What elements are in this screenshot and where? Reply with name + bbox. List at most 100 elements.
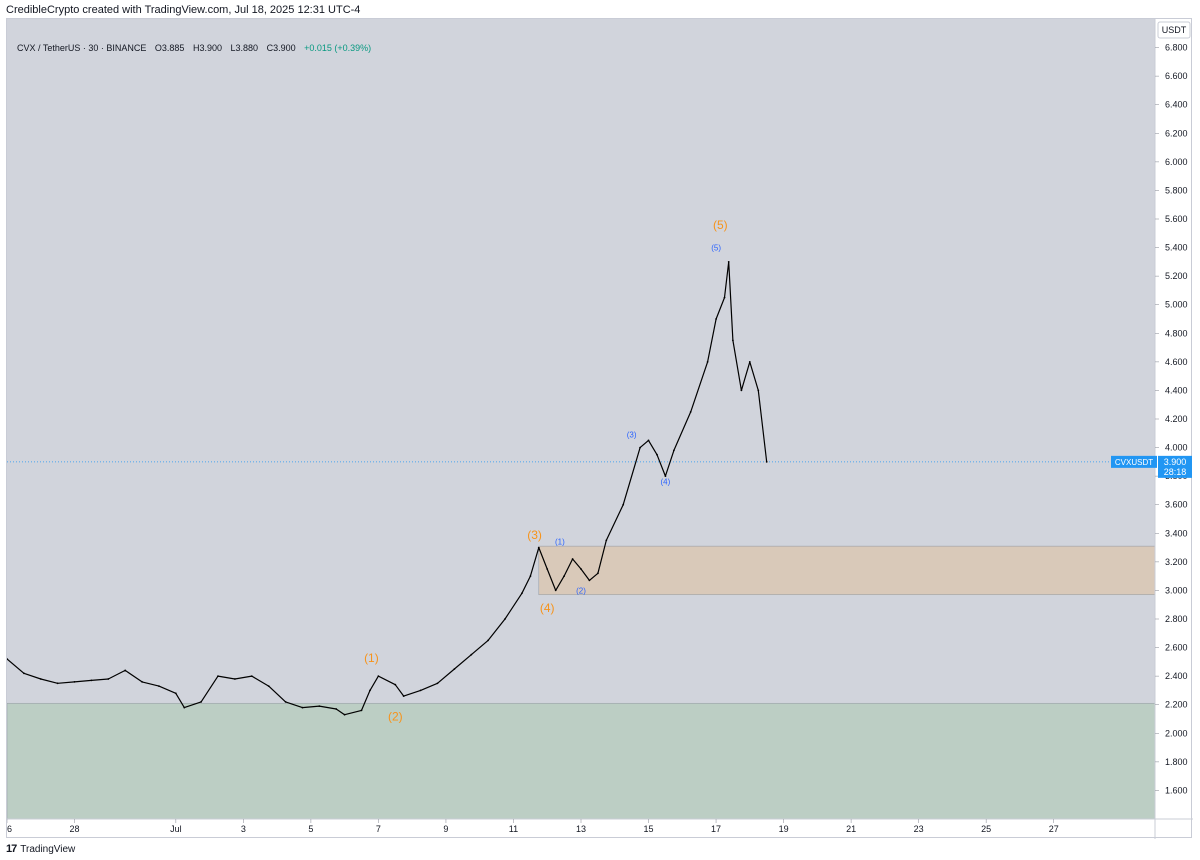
wave-labels: (1) (2) (3) (4) (5) (1) (2) (3) (4) (5): [364, 218, 728, 723]
price-point: [73, 681, 76, 683]
price-point: [318, 705, 321, 707]
price-tick-label: 5.200: [1165, 271, 1188, 281]
price-tag-box: [1158, 455, 1192, 478]
time-tick-label: 25: [981, 824, 991, 834]
legend-close-label: C: [266, 43, 274, 53]
price-point: [174, 692, 177, 695]
price-point: [377, 675, 380, 677]
price-point: [656, 453, 658, 456]
legend-open-label: O: [154, 43, 162, 53]
price-tag-countdown: 28:18: [1164, 467, 1187, 477]
symbol-tag-box: [1111, 455, 1157, 468]
chart-credit: CredibleCrypto created with TradingView.…: [6, 4, 361, 16]
wave-label-minor: (3): [627, 431, 637, 440]
price-point: [335, 708, 338, 710]
green-support-zone: [7, 702, 1156, 820]
time-tick-label: 15: [644, 824, 654, 834]
price-point: [689, 411, 692, 413]
price-point: [727, 261, 730, 263]
price-point: [124, 669, 127, 672]
price-point: [706, 361, 709, 363]
price-scale[interactable]: 6.800 6.600 6.400 6.200 6.000 5.800 5.600 5.400…: [1155, 43, 1188, 796]
price-point: [343, 713, 346, 716]
price-point: [605, 539, 608, 542]
price-tick-label: 6.600: [1165, 71, 1188, 81]
legend-change: +0.015 (+0.39%): [304, 43, 372, 53]
price-point: [563, 575, 565, 577]
price-point: [639, 446, 641, 449]
price-point: [23, 672, 25, 675]
currency-label: USDT: [1162, 25, 1187, 35]
price-point: [597, 572, 599, 575]
currency-badge[interactable]: USDT: [1157, 21, 1191, 39]
price-point: [622, 503, 625, 506]
wave-label-minor: (4): [661, 478, 671, 487]
legend-open: 3.885: [161, 43, 185, 53]
price-point: [521, 592, 523, 595]
price-point: [419, 689, 422, 692]
time-tick-label: Jul: [170, 824, 182, 834]
tradingview-logo-icon: 17: [6, 843, 17, 855]
price-point: [250, 675, 253, 677]
price-tick-label: 6.400: [1165, 100, 1188, 110]
price-point: [470, 653, 473, 656]
price-tick-label: 4.800: [1165, 328, 1188, 338]
price-tag-value: 3.900: [1164, 457, 1187, 467]
price-tick-label: 2.600: [1165, 643, 1188, 653]
price-point: [217, 675, 219, 677]
price-point: [107, 678, 110, 680]
wave-label-minor: (2): [576, 586, 586, 595]
wave-label-major: (5): [713, 218, 728, 232]
price-point: [537, 546, 540, 549]
price-point: [504, 618, 506, 620]
price-point: [673, 449, 675, 452]
price-point: [757, 389, 760, 392]
time-scale[interactable]: 26 28 Jul 3 5 7 9 11 13 15 17 19 21 23 25 27: [7, 819, 1059, 834]
price-point: [267, 685, 270, 687]
time-tick-label: 27: [1049, 824, 1059, 834]
chart-frame[interactable]: (1) (2) (3) (4) (5) (1) (2) (3) (4) (5) 6.800 6.60…: [6, 18, 1193, 839]
time-tick-label: 26: [7, 824, 12, 834]
price-point: [39, 678, 42, 680]
price-tag: CVXUSDT 3.900 28:18: [1111, 455, 1192, 478]
price-point: [732, 339, 734, 342]
price-point: [765, 461, 768, 463]
time-tick-label: 3: [241, 824, 246, 834]
legend-low-label: L: [230, 43, 236, 53]
price-tick-label: 6.000: [1165, 157, 1188, 167]
orange-support-zone: [538, 545, 1156, 596]
price-point: [748, 361, 751, 363]
price-point: [588, 579, 591, 582]
price-point: [360, 709, 363, 712]
price-tick-label: 4.000: [1165, 443, 1188, 453]
legend-high-label: H: [192, 43, 200, 53]
wave-label-major: (3): [527, 528, 542, 542]
wave-label-minor: (1): [555, 538, 565, 547]
price-chart[interactable]: (1) (2) (3) (4) (5) (1) (2) (3) (4) (5) 6.800 6.60…: [7, 19, 1193, 839]
price-point: [158, 685, 160, 687]
price-point: [487, 639, 489, 642]
time-tick-label: 13: [576, 824, 586, 834]
time-tick-label: 23: [914, 824, 924, 834]
price-tick-label: 2.200: [1165, 700, 1188, 710]
price-point: [453, 668, 456, 670]
time-tick-label: 5: [308, 824, 313, 834]
price-tick-label: 6.200: [1165, 128, 1188, 138]
price-series-line-0: [7, 261, 768, 716]
price-tick-label: 5.600: [1165, 214, 1188, 224]
time-tick-label: 19: [779, 824, 789, 834]
price-series-layer: [7, 261, 768, 716]
plot-background: [7, 19, 1155, 819]
price-tick-label: 2.400: [1165, 671, 1188, 681]
time-tick-label: 9: [443, 824, 448, 834]
price-point: [715, 318, 717, 320]
legend-low: 3.880: [235, 43, 259, 53]
symbol-legend: CVX / TetherUS · 30 · BINANCE O3.885 H3.…: [17, 43, 371, 53]
price-tick-label: 5.000: [1165, 300, 1188, 310]
footer-brand: TradingView: [20, 843, 76, 855]
price-point: [647, 439, 650, 442]
price-tick-label: 5.400: [1165, 243, 1188, 253]
price-point: [664, 475, 667, 477]
price-point: [90, 679, 93, 682]
wave-label-major: (4): [540, 601, 555, 615]
